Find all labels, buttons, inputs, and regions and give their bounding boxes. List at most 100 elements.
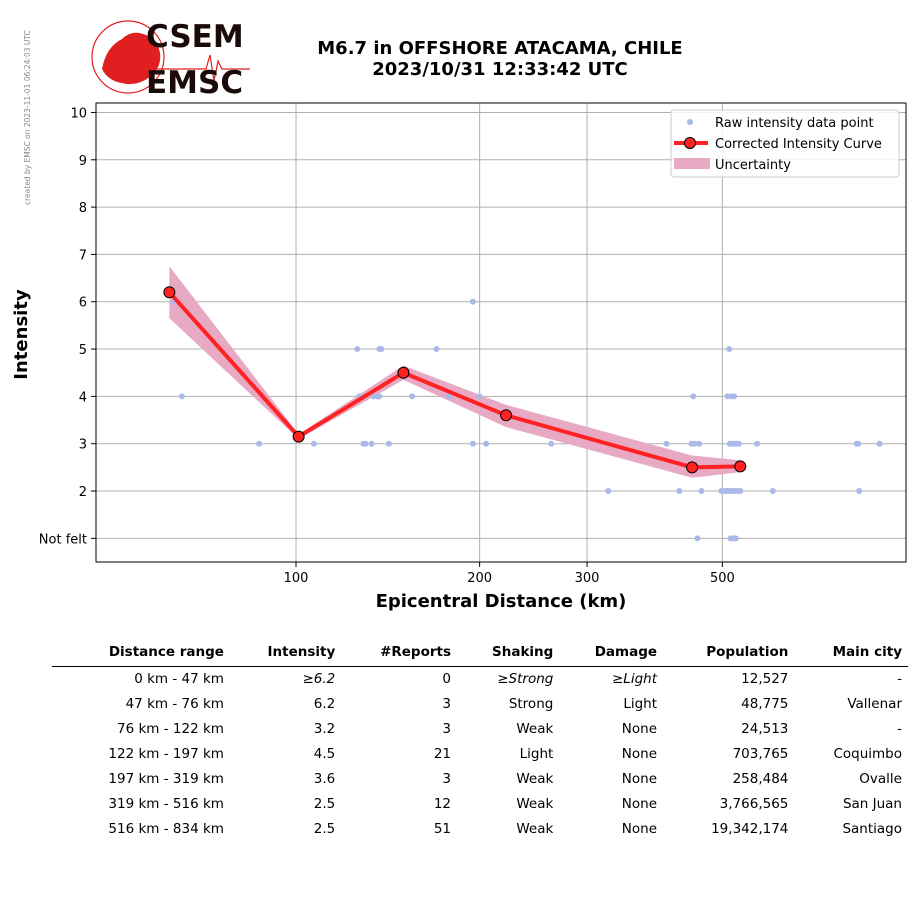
table-row: 47 km - 76 km 6.2 3 Strong Light 48,775 Vallen… bbox=[52, 692, 908, 717]
svg-text:CSEM: CSEM bbox=[146, 19, 244, 55]
column-header: Intensity bbox=[229, 640, 342, 667]
raw-data-point bbox=[376, 393, 383, 400]
raw-data-point bbox=[876, 440, 883, 447]
table-cell: 197 km - 319 km bbox=[108, 771, 224, 787]
table-row: 516 km - 834 km 2.5 51 Weak None 19,342,174 Sa… bbox=[52, 817, 908, 842]
summary-table: Distance range Intensity #Reports Shaking Da… bbox=[52, 640, 908, 842]
table-cell: Weak bbox=[516, 721, 554, 737]
table-cell: 0 km - 47 km bbox=[134, 671, 224, 687]
table-cell: 3 bbox=[442, 696, 452, 712]
table-body: 0 km - 47 km ≥6.2 0 ≥Strong ≥Light 12,527 - 47 … bbox=[52, 667, 908, 843]
raw-data-point bbox=[769, 488, 776, 495]
raw-data-point bbox=[735, 440, 742, 447]
x-axis-label: Epicentral Distance (km) bbox=[376, 591, 627, 612]
column-header: Population bbox=[663, 640, 795, 667]
table-cell: 319 km - 516 km bbox=[108, 796, 224, 812]
raw-data-point bbox=[732, 535, 739, 542]
table-cell: 24,513 bbox=[741, 721, 789, 737]
raw-data-point bbox=[676, 488, 683, 495]
column-header: Shaking bbox=[457, 640, 560, 667]
table-cell: 48,775 bbox=[741, 696, 789, 712]
table-cell: Ovalle bbox=[859, 771, 902, 787]
table-cell: - bbox=[897, 721, 902, 737]
table-cell: 51 bbox=[433, 821, 452, 837]
table-header-row: Distance range Intensity #Reports Shaking Da… bbox=[52, 640, 908, 667]
table-cell: 76 km - 122 km bbox=[117, 721, 224, 737]
raw-data-point bbox=[483, 440, 490, 447]
raw-data-point bbox=[724, 393, 731, 400]
column-header: Damage bbox=[559, 640, 664, 667]
y-axis-label: Intensity bbox=[11, 289, 32, 380]
curve-marker bbox=[500, 409, 513, 422]
table-cell: Santiago bbox=[842, 821, 902, 837]
table-cell: 12,527 bbox=[741, 671, 789, 687]
table-cell: 21 bbox=[433, 746, 452, 762]
table-cell: Coquimbo bbox=[833, 746, 902, 762]
table-row: 76 km - 122 km 3.2 3 Weak None 24,513 - bbox=[52, 717, 908, 742]
table-cell: 12 bbox=[433, 796, 452, 812]
table-cell: 2.5 bbox=[313, 821, 336, 837]
raw-data-point bbox=[310, 440, 317, 447]
raw-data-point bbox=[754, 440, 761, 447]
legend-entry-label: Corrected Intensity Curve bbox=[715, 137, 882, 152]
column-header: Main city bbox=[794, 640, 908, 667]
table-cell: None bbox=[621, 796, 658, 812]
svg-text:EMSC: EMSC bbox=[146, 65, 243, 99]
legend-entry-label: Uncertainty bbox=[715, 158, 791, 173]
y-tick-label: 6 bbox=[79, 296, 87, 311]
y-tick-label: 4 bbox=[79, 390, 87, 405]
legend-entry-label: Raw intensity data point bbox=[715, 116, 874, 131]
y-tick-label: 9 bbox=[79, 154, 87, 169]
table-cell: 703,765 bbox=[732, 746, 789, 762]
table-row: 0 km - 47 km ≥6.2 0 ≥Strong ≥Light 12,527 - bbox=[52, 667, 908, 693]
raw-data-point bbox=[605, 488, 612, 495]
table-row: 122 km - 197 km 4.5 21 Light None 703,765 Coqu… bbox=[52, 742, 908, 767]
raw-data-point bbox=[469, 440, 476, 447]
curve-marker bbox=[734, 460, 747, 473]
table-cell: - bbox=[897, 671, 902, 687]
table-cell: 516 km - 834 km bbox=[108, 821, 224, 837]
x-tick-label: 100 bbox=[284, 571, 309, 586]
raw-data-point bbox=[698, 488, 705, 495]
title-line-2: 2023/10/31 12:33:42 UTC bbox=[372, 59, 628, 80]
raw-data-point bbox=[178, 393, 185, 400]
table-cell: Light bbox=[623, 696, 658, 712]
curve-marker bbox=[686, 461, 699, 474]
table-cell: None bbox=[621, 821, 658, 837]
table-cell: Vallenar bbox=[847, 696, 902, 712]
raw-data-point bbox=[445, 393, 452, 400]
raw-data-point bbox=[378, 346, 385, 353]
curve-marker bbox=[163, 286, 176, 299]
curve-marker bbox=[397, 366, 410, 379]
raw-data-point bbox=[855, 440, 862, 447]
uncertainty-band bbox=[169, 266, 741, 478]
table-cell: Weak bbox=[516, 821, 554, 837]
raw-data-point bbox=[691, 440, 698, 447]
y-tick-label: 5 bbox=[79, 343, 87, 358]
legend: Raw intensity data point Corrected Intens… bbox=[670, 109, 900, 178]
y-tick-label: 2 bbox=[79, 485, 87, 500]
y-tick-label: 3 bbox=[79, 438, 87, 453]
raw-data-point bbox=[856, 488, 863, 495]
table-cell: Weak bbox=[516, 796, 554, 812]
x-tick-label: 200 bbox=[467, 571, 492, 586]
raw-data-point bbox=[354, 346, 361, 353]
table-cell: 6.2 bbox=[313, 696, 336, 712]
raw-data-point bbox=[731, 393, 738, 400]
y-tick-label: 7 bbox=[79, 248, 87, 263]
raw-data-point bbox=[726, 346, 733, 353]
legend-curve-marker bbox=[684, 137, 696, 149]
column-header: #Reports bbox=[341, 640, 458, 667]
y-tick-label: 10 bbox=[70, 106, 87, 121]
corrected-intensity-line bbox=[167, 290, 741, 470]
table-cell: 2.5 bbox=[313, 796, 336, 812]
table-row: 319 km - 516 km 2.5 12 Weak None 3,766,565 San… bbox=[52, 792, 908, 817]
table-cell: 0 bbox=[442, 671, 452, 687]
table-cell: 3 bbox=[442, 771, 452, 787]
raw-data-point bbox=[469, 298, 476, 305]
table-cell: 3.6 bbox=[313, 771, 336, 787]
y-tick-label: 8 bbox=[79, 201, 87, 216]
table-cell: 19,342,174 bbox=[711, 821, 789, 837]
raw-data-point bbox=[548, 440, 555, 447]
table-cell: None bbox=[621, 721, 658, 737]
